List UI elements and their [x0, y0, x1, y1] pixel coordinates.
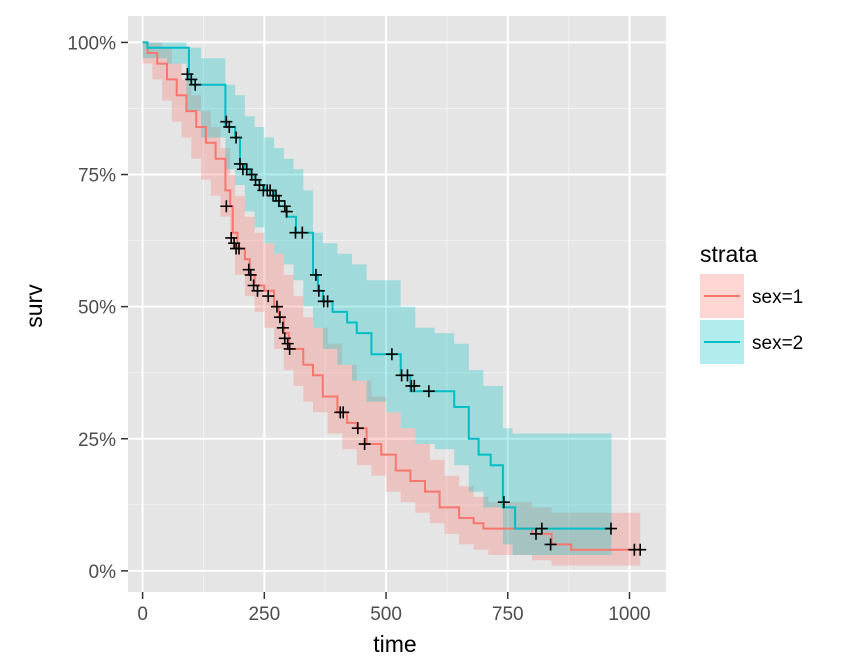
- censor-mark: [278, 332, 291, 345]
- censor-mark: [270, 189, 283, 202]
- censor-mark: [233, 242, 246, 255]
- censor-mark: [273, 311, 286, 324]
- censor-mark: [278, 200, 291, 213]
- confidence-band-series-2: [142, 42, 612, 555]
- censor-mark: [220, 115, 233, 128]
- legend-item-series-1: sex=1: [700, 274, 803, 318]
- censor-mark: [281, 337, 294, 350]
- censor-mark: [634, 543, 647, 556]
- y-tick-label: 50%: [78, 298, 116, 319]
- censor-mark: [244, 268, 257, 281]
- censor-mark: [337, 406, 350, 419]
- censor-mark: [220, 200, 233, 213]
- censor-mark: [604, 522, 617, 535]
- legend-title: strata: [700, 241, 758, 267]
- legend-label: sex=1: [752, 287, 803, 308]
- x-tick-label: 0: [137, 604, 148, 625]
- plot-panel: [128, 16, 666, 592]
- censor-mark: [276, 321, 289, 334]
- censor-mark: [230, 131, 243, 144]
- censor-mark: [225, 231, 238, 244]
- censor-mark: [530, 527, 543, 540]
- censor-marks: [181, 68, 647, 556]
- x-tick-label: 500: [370, 604, 402, 625]
- x-tick-label: 250: [248, 604, 280, 625]
- censor-mark: [351, 422, 364, 435]
- censor-mark: [296, 226, 309, 239]
- x-tick-label: 750: [492, 604, 524, 625]
- y-tick-label: 25%: [78, 430, 116, 451]
- censor-mark: [189, 78, 202, 91]
- censor-mark: [262, 290, 275, 303]
- censor-mark: [312, 284, 325, 297]
- censor-mark: [422, 385, 435, 398]
- censor-mark: [270, 300, 283, 313]
- minor-gridlines: [128, 16, 666, 592]
- censor-mark: [242, 263, 255, 276]
- legend-item-series-2: sex=2: [700, 320, 803, 364]
- confidence-bands: [142, 42, 641, 566]
- confidence-band-series-1: [142, 42, 641, 566]
- censor-mark: [544, 538, 557, 551]
- legend-label: sex=2: [752, 333, 803, 354]
- censor-mark: [358, 438, 371, 451]
- censor-mark: [401, 369, 414, 382]
- y-tick-label: 0%: [89, 562, 117, 583]
- censor-mark: [251, 284, 264, 297]
- legend: strata sex=1 sex=2: [700, 241, 803, 364]
- x-axis-title: time: [373, 631, 416, 657]
- censor-mark: [283, 342, 296, 355]
- censor-mark: [535, 522, 548, 535]
- x-tick-labels: 0 250 500 750 1000: [137, 604, 650, 625]
- censor-mark: [228, 237, 241, 250]
- censor-mark: [280, 205, 293, 218]
- censor-mark: [240, 163, 253, 176]
- y-tick-label: 100%: [67, 33, 116, 54]
- legend-items: sex=1 sex=2: [700, 274, 803, 364]
- y-axis-title: surv: [21, 284, 47, 328]
- survival-line-series-1: [142, 41, 641, 551]
- major-gridlines: [128, 16, 666, 592]
- y-tick-labels: 0% 25% 50% 75% 100%: [67, 33, 116, 582]
- censor-mark: [233, 157, 246, 170]
- axis-ticks: [121, 41, 631, 599]
- censor-mark: [321, 295, 334, 308]
- censor-mark: [223, 120, 236, 133]
- censor-mark: [264, 184, 277, 197]
- x-tick-label: 1000: [608, 604, 650, 625]
- censor-mark: [385, 348, 398, 361]
- censor-mark: [309, 268, 322, 281]
- censor-mark: [497, 496, 510, 509]
- y-tick-label: 75%: [78, 166, 116, 187]
- censor-mark: [408, 379, 421, 392]
- censor-mark: [272, 194, 285, 207]
